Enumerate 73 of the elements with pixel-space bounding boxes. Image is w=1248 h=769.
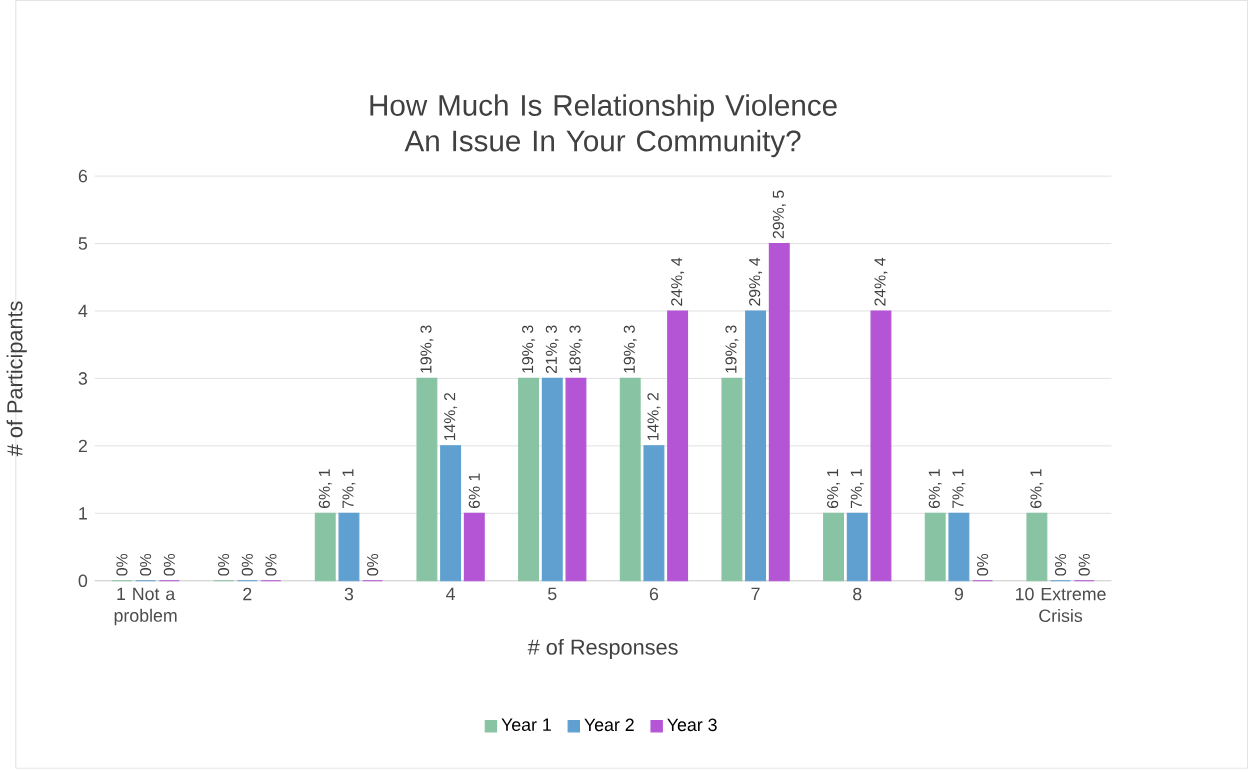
bar xyxy=(440,445,462,582)
x-tick-label: 8 xyxy=(853,587,862,601)
data-label: 0% xyxy=(116,554,128,576)
data-label: 6%, 1 xyxy=(318,469,332,509)
data-label: 14%, 2 xyxy=(444,393,458,441)
legend-label: Year 2 xyxy=(584,718,634,732)
data-label: 0% xyxy=(140,554,152,576)
data-label: 0% xyxy=(265,554,277,576)
data-label: 18%, 3 xyxy=(569,325,583,373)
x-tick-label: 6 xyxy=(649,587,659,601)
legend-label: Year 1 xyxy=(501,718,551,732)
bar xyxy=(416,377,438,582)
data-label: 7%, 1 xyxy=(850,469,864,509)
bar xyxy=(924,512,946,582)
data-label: 6%, 1 xyxy=(928,469,942,509)
bar xyxy=(565,377,587,582)
data-label: 6%, 1 xyxy=(827,469,841,509)
data-label: 0% xyxy=(977,554,989,576)
bar xyxy=(667,310,689,582)
y-tick-label: 4 xyxy=(78,305,88,318)
x-tick-label: 4 xyxy=(446,587,456,601)
bar xyxy=(314,512,336,582)
bar xyxy=(846,512,868,582)
bar xyxy=(948,512,970,582)
data-label: 0% xyxy=(241,554,253,576)
bar xyxy=(823,512,845,582)
data-label: 19%, 3 xyxy=(420,325,434,373)
data-label: 0% xyxy=(1054,554,1067,576)
data-label: 7%, 1 xyxy=(342,469,356,509)
x-tick-label: 1 Not a problem xyxy=(114,587,177,626)
data-label: 6%, 1 xyxy=(1030,469,1044,509)
y-tick-label: 6 xyxy=(78,169,88,183)
bar xyxy=(745,310,767,582)
bar xyxy=(619,377,641,582)
data-label: 0% xyxy=(218,554,230,576)
y-tick-label: 2 xyxy=(78,439,87,453)
x-axis-title: # of Responses xyxy=(527,639,678,660)
data-label: 24%, 4 xyxy=(874,257,888,306)
data-label: 0% xyxy=(367,554,379,576)
data-label: 29%, 5 xyxy=(772,190,786,239)
data-label: 0% xyxy=(1078,554,1090,576)
data-label: 24%, 4 xyxy=(671,257,685,306)
data-label: 7%, 1 xyxy=(952,469,966,509)
x-tick-label: 3 xyxy=(344,587,354,601)
bar xyxy=(1026,512,1048,582)
bar xyxy=(518,377,540,582)
y-tick-label: 3 xyxy=(78,372,88,385)
data-label: 19%, 3 xyxy=(522,325,536,373)
y-tick-label: 0 xyxy=(78,574,88,588)
data-label: 21%, 3 xyxy=(545,325,559,374)
data-label: 19%, 3 xyxy=(725,325,739,373)
data-label: 14%, 2 xyxy=(647,393,661,441)
bar xyxy=(870,310,892,582)
data-label: 6% 1 xyxy=(468,473,480,509)
bar xyxy=(463,512,485,582)
x-tick-label: 9 xyxy=(954,587,964,601)
bar xyxy=(643,445,665,582)
y-tick-label: 5 xyxy=(78,237,88,250)
bar xyxy=(768,243,790,582)
data-label: 29%, 4 xyxy=(749,257,763,306)
bar xyxy=(338,512,360,582)
legend-label: Year 3 xyxy=(667,718,717,732)
x-tick-label: 10 Extreme Crisis xyxy=(1016,587,1106,623)
x-tick-label: 7 xyxy=(751,587,760,601)
bar xyxy=(541,377,563,582)
y-axis-title: # of Participants xyxy=(6,301,27,457)
data-label: 0% xyxy=(163,554,175,576)
x-tick-label: 2 xyxy=(243,587,252,601)
y-tick-label: 1 xyxy=(79,507,87,520)
data-label: 19%, 3 xyxy=(623,325,637,373)
bar xyxy=(721,377,743,582)
chart-title: How Much Is Relationship Violence An Issue In Your Community? xyxy=(370,94,837,158)
x-tick-label: 5 xyxy=(548,587,557,601)
